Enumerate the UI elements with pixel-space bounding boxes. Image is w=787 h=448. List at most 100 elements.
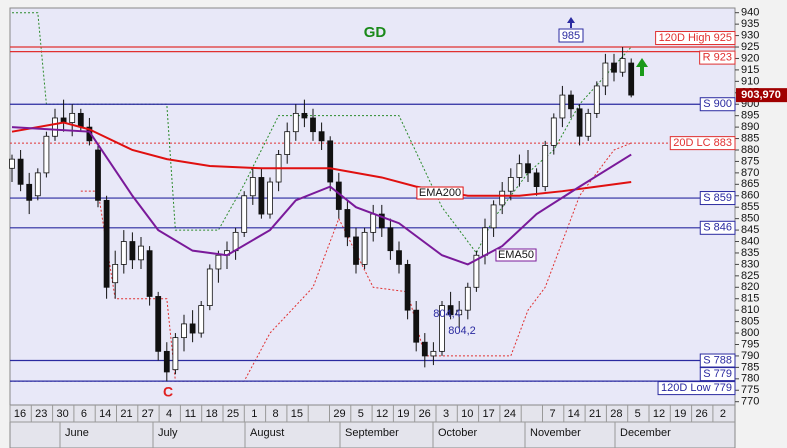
candle-body — [241, 195, 248, 233]
candle-body — [576, 108, 583, 137]
candle-body — [52, 117, 58, 137]
candle-body — [378, 213, 385, 229]
month-label: June — [65, 427, 89, 439]
y-tick-label: 910 — [741, 75, 759, 87]
x-tick-label: 2 — [720, 408, 726, 420]
month-label: December — [620, 427, 671, 439]
month-label: September — [345, 427, 399, 439]
candle-body — [593, 85, 600, 114]
candle-body — [473, 254, 480, 288]
level-label-box — [699, 50, 736, 65]
candle-body — [43, 135, 50, 174]
x-tick-label: 23 — [35, 408, 47, 420]
candle-body — [447, 305, 454, 316]
series-label-box — [416, 186, 464, 200]
plot-area — [9, 7, 736, 406]
candle-body — [310, 117, 316, 133]
month-label: August — [250, 427, 284, 439]
level-label-box — [699, 367, 736, 382]
y-tick-label: 880 — [741, 144, 759, 156]
x-tick-label: 1 — [251, 408, 257, 420]
candle-body — [9, 158, 15, 169]
candle-body — [387, 227, 394, 252]
candle-body — [611, 62, 617, 73]
candle-body — [267, 181, 273, 215]
y-tick-label: 890 — [741, 121, 759, 133]
candle-body — [542, 145, 549, 188]
y-tick-label: 775 — [741, 384, 759, 396]
level-label: S 846 — [703, 222, 732, 234]
candle-body — [499, 190, 506, 206]
annotation: 804,2 — [448, 325, 476, 337]
y-tick-label: 770 — [741, 396, 759, 408]
series-label: EMA200 — [419, 187, 461, 199]
candle-body — [344, 209, 351, 238]
x-tick-label: 26 — [695, 408, 707, 420]
ema-line — [11, 126, 632, 266]
x-tick-label: 5 — [635, 408, 641, 420]
x-tick-label: 15 — [291, 408, 303, 420]
series-label-box — [495, 248, 537, 262]
y-tick-label: 810 — [741, 304, 759, 316]
candle-body — [284, 131, 291, 155]
y-tick-label: 845 — [741, 224, 759, 236]
candle-body — [155, 296, 162, 352]
candle-body — [396, 250, 402, 265]
month-label: November — [530, 427, 581, 439]
candle-body — [559, 94, 566, 119]
candle-body — [95, 149, 101, 201]
candle-body — [507, 177, 514, 192]
level-label: 20D LC 883 — [673, 137, 732, 149]
y-tick-label: 790 — [741, 350, 759, 362]
level-label: S 788 — [703, 354, 732, 366]
x-tick-label: 24 — [504, 408, 516, 420]
candle-body — [172, 337, 179, 371]
y-tick-label: 875 — [741, 155, 759, 167]
y-tick-label: 865 — [741, 178, 759, 190]
candle-body — [232, 231, 239, 252]
y-tick-label: 860 — [741, 190, 759, 202]
y-tick-label: 850 — [741, 213, 759, 225]
candle-body — [602, 62, 609, 87]
chart-title: GD — [364, 24, 387, 41]
candle-body — [69, 112, 76, 123]
y-tick-label: 930 — [741, 29, 759, 41]
offscale-arrow — [567, 17, 575, 28]
candle-body — [138, 245, 144, 261]
month-label: October — [438, 427, 477, 439]
level-label-box — [669, 136, 736, 151]
candle-body — [464, 286, 471, 311]
level-label-box — [699, 220, 736, 235]
y-tick-label: 855 — [741, 201, 759, 213]
level-label: 120D High 925 — [659, 32, 732, 44]
y-tick-label: 920 — [741, 52, 759, 64]
y-tick-label: 840 — [741, 235, 759, 247]
x-tick-label: 21 — [589, 408, 601, 420]
candle-body — [482, 227, 488, 256]
last-price-box — [736, 88, 787, 103]
level-label-box — [699, 353, 736, 368]
x-tick-label: 26 — [419, 408, 431, 420]
candle-body — [181, 323, 187, 339]
candle-body — [77, 112, 84, 128]
candle-body — [103, 199, 110, 288]
x-tick-label: 5 — [358, 408, 364, 420]
y-tick-label: 940 — [741, 7, 759, 19]
x-tick-label: 14 — [99, 408, 111, 420]
candle-body — [129, 241, 136, 261]
candle-body — [206, 268, 213, 306]
y-tick-label: 895 — [741, 110, 759, 122]
y-tick-label: 780 — [741, 373, 759, 385]
candle-body — [146, 250, 153, 297]
level-label-box — [699, 191, 736, 206]
candle-body — [361, 231, 368, 265]
x-tick-label: 28 — [610, 408, 622, 420]
candle-body — [301, 112, 308, 119]
level-label-box — [657, 381, 736, 396]
level-label: 120D Low 779 — [661, 382, 732, 394]
candle-body — [34, 172, 41, 197]
y-tick-label: 925 — [741, 41, 759, 53]
candle-body — [120, 241, 127, 265]
y-tick-label: 885 — [741, 132, 759, 144]
